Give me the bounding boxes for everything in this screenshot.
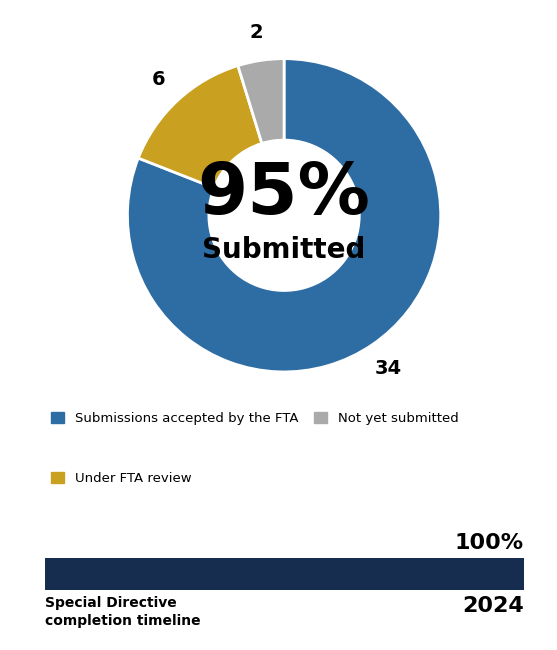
FancyBboxPatch shape — [45, 558, 524, 590]
Text: 100%: 100% — [455, 532, 524, 552]
Legend: Under FTA review: Under FTA review — [51, 472, 192, 485]
Text: 34: 34 — [375, 359, 402, 378]
Wedge shape — [138, 66, 262, 188]
Text: 6: 6 — [152, 70, 165, 89]
Text: Special Directive
completion timeline: Special Directive completion timeline — [45, 596, 200, 629]
Text: 2024: 2024 — [462, 596, 524, 616]
Wedge shape — [128, 58, 441, 372]
Text: 95%: 95% — [198, 161, 370, 229]
Text: 2: 2 — [250, 23, 263, 42]
Wedge shape — [238, 58, 284, 144]
Text: Submitted: Submitted — [202, 236, 366, 264]
